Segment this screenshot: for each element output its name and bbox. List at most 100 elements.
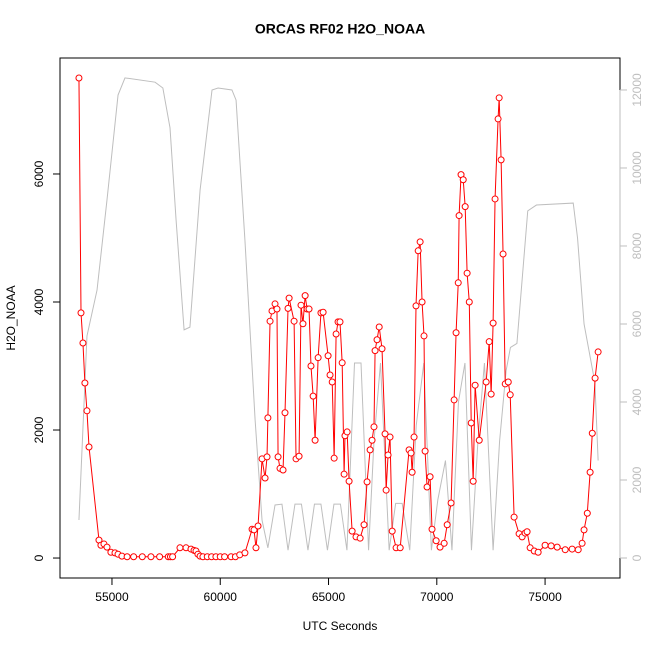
data-point [561,546,569,554]
data-point [138,553,146,561]
data-point [461,203,469,211]
data-point [499,250,507,258]
data-point [370,423,378,431]
y2-tick-label: 12000 [630,73,644,107]
data-point [504,378,512,386]
data-point [455,212,463,220]
data-point [77,309,85,317]
data-point [375,323,383,331]
x-tick-label: 70000 [420,590,454,604]
data-point [541,541,549,549]
data-point [447,499,455,507]
data-point [273,305,281,313]
data-point [467,419,475,427]
data-point [295,452,303,460]
data-point [588,429,596,437]
data-point [261,474,269,482]
data-point [443,521,451,529]
x-tick-label: 65000 [312,590,346,604]
data-point [591,374,599,382]
data-point [79,339,87,347]
data-point [469,477,477,485]
data-point [485,338,493,346]
data-point [169,553,177,561]
data-point [314,354,322,362]
data-point [285,294,293,302]
data-point [81,379,89,387]
y2-tick-label: 8000 [630,232,644,259]
data-point [494,115,502,123]
data-point [123,553,131,561]
data-point [356,534,364,542]
data-point [418,298,426,306]
data-point [284,304,292,312]
data-point [279,466,287,474]
chart-title: ORCAS RF02 H2O_NOAA [255,21,425,37]
data-point [523,528,531,536]
data-point [263,453,271,461]
data-point [574,546,582,554]
y2-tick-label: 10000 [630,151,644,185]
data-point [366,446,374,454]
data-point [553,543,561,551]
data-point [221,553,229,561]
y-tick-label: 0 [32,554,46,561]
data-point [410,433,418,441]
data-point [412,302,420,310]
data-point [487,390,495,398]
data-point [340,470,348,478]
data-point [586,468,594,476]
data-point [156,553,164,561]
data-point [407,449,415,457]
data-point [373,336,381,344]
data-point [130,553,138,561]
data-point [368,436,376,444]
data-point [264,414,272,422]
data-point [254,522,262,530]
data-point [414,247,422,255]
data-point [382,486,390,494]
data-point [547,542,555,550]
y-axis-label: H2O_NOAA [4,285,18,350]
data-point [454,279,462,287]
data-point [580,526,588,534]
data-point [281,409,289,417]
data-point [428,525,436,533]
y-tick-label: 4000 [32,288,46,315]
x-axis-label: UTC Seconds [303,619,378,633]
data-point [381,430,389,438]
data-point [343,428,351,436]
data-point [388,527,396,535]
data-point [578,539,586,547]
data-point [459,176,467,184]
data-point [348,527,356,535]
data-point [330,454,338,462]
data-point [510,513,518,521]
data-point [345,477,353,485]
data-point [371,347,379,355]
data-point [423,483,431,491]
data-point [75,74,83,82]
data-point [326,371,334,379]
data-point [360,521,368,529]
y2-tick-label: 0 [630,554,644,561]
data-point [465,298,473,306]
data-point [147,553,155,561]
data-point [297,301,305,309]
y2-tick-label: 2000 [630,466,644,493]
data-point [299,320,307,328]
data-point [506,391,514,399]
data-point [426,473,434,481]
data-point [463,269,471,277]
data-point [309,392,317,400]
data-point [338,359,346,367]
y2-tick-label: 4000 [630,388,644,415]
data-point [85,443,93,451]
data-point [241,549,249,557]
data-point [363,478,371,486]
data-point [266,317,274,325]
data-point [491,195,499,203]
data-point [495,94,503,102]
y-tick-label: 6000 [32,160,46,187]
